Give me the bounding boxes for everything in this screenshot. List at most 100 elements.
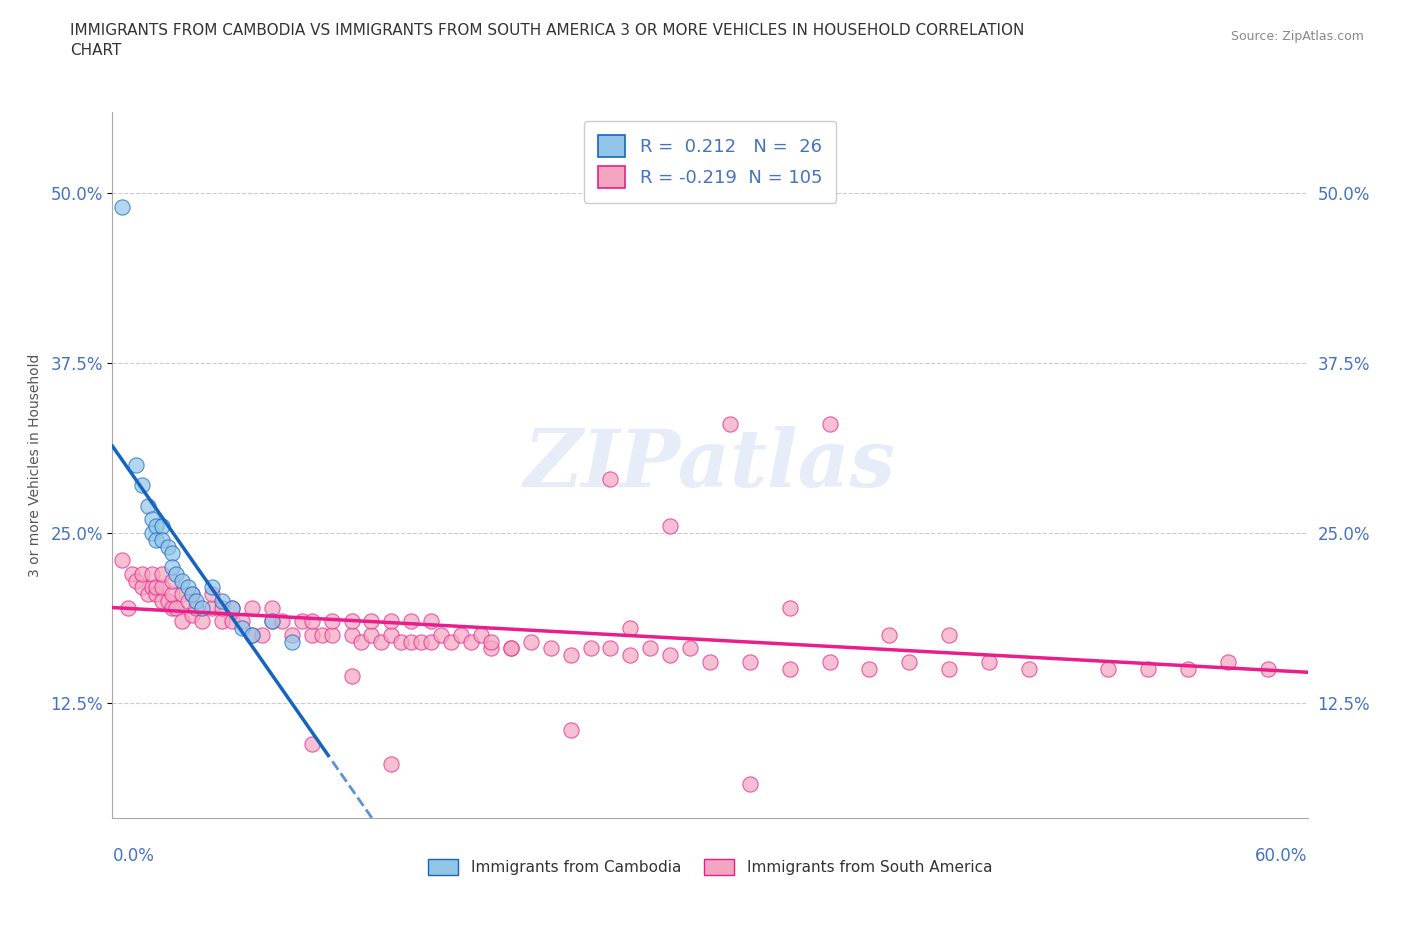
Point <box>211 614 233 629</box>
Point <box>401 614 423 629</box>
Point <box>231 620 253 635</box>
Point <box>145 532 167 547</box>
Point <box>157 539 180 554</box>
Point <box>411 634 433 649</box>
Point <box>858 661 880 676</box>
Point <box>401 634 423 649</box>
Point <box>131 478 153 493</box>
Point <box>499 641 522 656</box>
Text: ZIPatlas: ZIPatlas <box>524 426 896 504</box>
Point <box>191 600 214 615</box>
Point <box>370 634 392 649</box>
Point <box>125 573 148 588</box>
Point <box>131 566 153 581</box>
Point <box>659 648 682 663</box>
Point <box>131 580 153 595</box>
Point <box>1257 661 1279 676</box>
Point <box>165 566 187 581</box>
Point <box>181 587 204 602</box>
Point <box>281 634 304 649</box>
Point <box>321 628 343 643</box>
Point <box>172 614 194 629</box>
Point <box>1137 661 1160 676</box>
Legend: Immigrants from Cambodia, Immigrants from South America: Immigrants from Cambodia, Immigrants fro… <box>422 853 998 882</box>
Point <box>450 628 472 643</box>
Point <box>380 614 402 629</box>
Point <box>738 655 761 670</box>
Point <box>380 757 402 772</box>
Point <box>201 587 224 602</box>
Point <box>186 593 208 608</box>
Point <box>879 628 901 643</box>
Point <box>470 628 492 643</box>
Point <box>145 519 167 534</box>
Text: 0.0%: 0.0% <box>112 847 155 865</box>
Point <box>240 628 263 643</box>
Point <box>162 573 183 588</box>
Point <box>162 560 183 575</box>
Point <box>150 519 173 534</box>
Point <box>420 634 443 649</box>
Point <box>479 641 502 656</box>
Point <box>270 614 292 629</box>
Point <box>380 628 402 643</box>
Point <box>420 614 443 629</box>
Point <box>141 566 163 581</box>
Point <box>779 600 801 615</box>
Point <box>240 628 263 643</box>
Point <box>191 614 214 629</box>
Point <box>162 600 183 615</box>
Point <box>619 620 641 635</box>
Point <box>172 573 194 588</box>
Point <box>898 655 921 670</box>
Point <box>162 546 183 561</box>
Point <box>779 661 801 676</box>
Text: 60.0%: 60.0% <box>1256 847 1308 865</box>
Point <box>818 655 841 670</box>
Point <box>938 661 960 676</box>
Point <box>440 634 463 649</box>
Point <box>250 628 273 643</box>
Point <box>1177 661 1199 676</box>
Point <box>540 641 562 656</box>
Point <box>141 580 163 595</box>
Point <box>560 648 582 663</box>
Point <box>579 641 602 656</box>
Point <box>240 600 263 615</box>
Point <box>977 655 1000 670</box>
Point <box>311 628 333 643</box>
Point <box>499 641 522 656</box>
Point <box>260 614 283 629</box>
Point <box>301 614 323 629</box>
Point <box>599 472 621 486</box>
Text: IMMIGRANTS FROM CAMBODIA VS IMMIGRANTS FROM SOUTH AMERICA 3 OR MORE VEHICLES IN : IMMIGRANTS FROM CAMBODIA VS IMMIGRANTS F… <box>70 23 1025 58</box>
Point <box>560 723 582 737</box>
Point <box>121 566 143 581</box>
Point <box>231 614 253 629</box>
Point <box>177 580 200 595</box>
Point <box>699 655 721 670</box>
Point <box>340 628 363 643</box>
Point <box>145 587 167 602</box>
Point <box>640 641 662 656</box>
Point <box>145 580 167 595</box>
Point <box>360 614 382 629</box>
Point <box>260 600 283 615</box>
Point <box>181 607 204 622</box>
Point <box>181 587 204 602</box>
Point <box>150 593 173 608</box>
Point <box>599 641 621 656</box>
Point <box>430 628 453 643</box>
Point <box>211 593 233 608</box>
Point <box>157 593 180 608</box>
Point <box>150 580 173 595</box>
Point <box>111 552 134 567</box>
Point <box>1216 655 1239 670</box>
Point <box>221 600 243 615</box>
Point <box>150 566 173 581</box>
Point <box>186 600 208 615</box>
Point <box>340 614 363 629</box>
Point <box>201 600 224 615</box>
Point <box>350 634 373 649</box>
Point <box>201 580 224 595</box>
